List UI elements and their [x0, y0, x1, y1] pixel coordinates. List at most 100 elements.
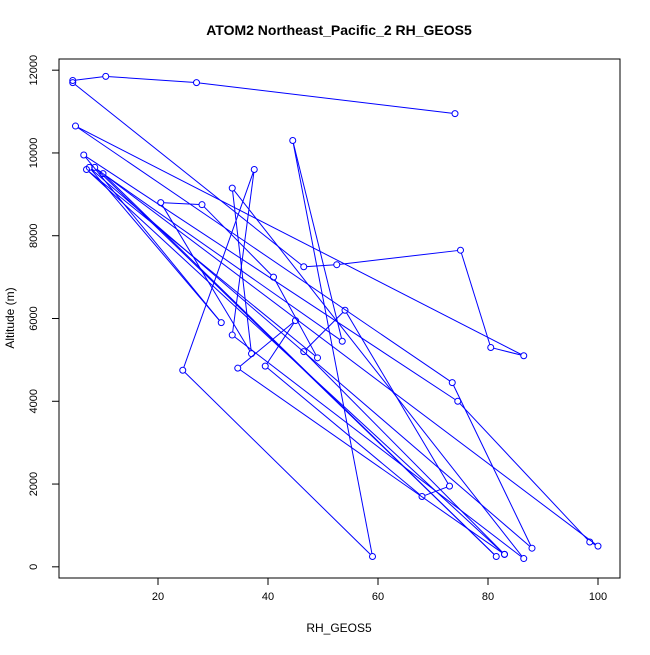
y-axis: 0 2000 4000 6000 8000 10000 12000	[28, 55, 60, 570]
data-point	[448, 379, 456, 387]
data-point	[492, 552, 500, 560]
data-point	[198, 201, 206, 209]
data-point	[179, 366, 187, 374]
series-segment	[96, 168, 596, 545]
data-point	[261, 362, 269, 370]
y-tick-label: 10000	[28, 138, 40, 169]
data-point	[102, 72, 110, 80]
x-tick-label: 60	[372, 591, 384, 603]
series-segment	[305, 353, 503, 553]
series-segment	[292, 143, 373, 554]
data-point	[487, 343, 495, 351]
x-tick-label: 100	[589, 591, 607, 603]
series-segment	[346, 312, 449, 484]
series-segment	[75, 76, 103, 81]
series-segment	[453, 385, 532, 546]
chart-title: ATOM2 Northeast_Pacific_2 RH_GEOS5	[206, 22, 472, 38]
series-segment	[234, 336, 522, 558]
series-segment	[91, 169, 531, 547]
data-point	[234, 364, 242, 372]
series-segment	[90, 169, 220, 321]
series-segment	[460, 252, 491, 345]
series-segment	[104, 175, 495, 555]
y-tick-label: 12000	[28, 55, 40, 86]
data-point	[69, 77, 77, 85]
series-segment	[232, 191, 252, 351]
data-point	[341, 306, 349, 314]
data-point	[80, 151, 88, 159]
series-segment	[266, 322, 295, 364]
y-tick-label: 4000	[28, 389, 40, 413]
series-segment	[74, 84, 302, 266]
data-point	[457, 246, 464, 254]
x-axis: 20 40 60 80 100	[152, 577, 607, 603]
x-tick-label: 20	[152, 591, 164, 603]
series-segment	[203, 206, 272, 276]
y-axis-label: Altitude (m)	[3, 287, 17, 348]
series-segment	[163, 202, 200, 206]
data-point	[228, 331, 236, 339]
data-point	[157, 199, 165, 207]
series-segment	[88, 171, 503, 553]
series-segment	[592, 542, 596, 546]
x-tick-label: 40	[262, 591, 274, 603]
series-segment	[459, 403, 589, 541]
series-segment	[232, 172, 255, 333]
series-segment	[267, 367, 421, 495]
series-segment	[77, 127, 451, 382]
series-segment	[77, 126, 522, 355]
series-segment	[305, 311, 344, 350]
series-segment	[199, 82, 453, 114]
series-segment	[424, 486, 447, 496]
series-segment	[233, 190, 523, 557]
data-point	[270, 273, 277, 281]
y-tick-label: 2000	[28, 472, 40, 496]
data-point	[69, 79, 77, 87]
series-segment	[161, 204, 251, 352]
data-point	[99, 170, 107, 178]
data-point	[193, 79, 200, 87]
y-tick-label: 0	[28, 564, 40, 570]
series-1	[69, 72, 459, 118]
data-point	[520, 352, 528, 360]
series-2	[69, 79, 602, 563]
y-tick-label: 6000	[28, 306, 40, 330]
series-segment	[88, 171, 316, 357]
series-segment	[292, 143, 343, 339]
x-tick-label: 80	[482, 591, 494, 603]
series-segment	[183, 172, 254, 368]
data-point	[72, 122, 79, 130]
series-segment	[108, 76, 194, 83]
data-point	[91, 163, 99, 171]
data-point	[292, 317, 299, 325]
data-point	[454, 397, 462, 405]
series-segment	[306, 264, 334, 268]
data-point	[228, 184, 236, 192]
series-segment	[493, 347, 521, 356]
data-point	[369, 552, 376, 560]
data-point	[314, 354, 321, 362]
data-point	[250, 166, 258, 174]
data-point	[520, 555, 528, 563]
data-point	[300, 263, 308, 271]
data-point	[418, 492, 426, 500]
data-point	[289, 137, 297, 145]
series-layer	[69, 72, 602, 563]
data-point	[528, 544, 536, 552]
data-point	[594, 542, 602, 550]
data-point	[446, 482, 453, 490]
series-segment	[85, 157, 220, 321]
data-point	[586, 538, 594, 546]
series-segment	[239, 369, 503, 554]
data-point	[338, 337, 346, 345]
data-point	[333, 261, 341, 269]
data-point	[248, 350, 255, 358]
series-segment	[239, 322, 294, 367]
data-point	[501, 550, 508, 558]
data-point	[451, 110, 459, 118]
series-segment	[184, 371, 371, 555]
x-axis-label: RH_GEOS5	[306, 621, 372, 635]
data-point	[300, 348, 308, 356]
